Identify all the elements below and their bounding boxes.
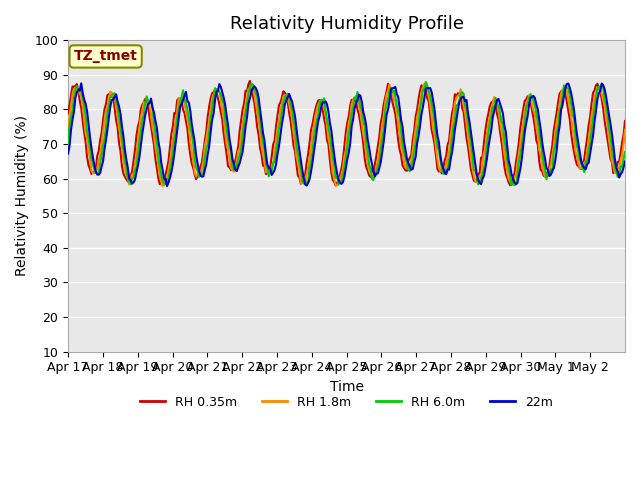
22m [354, 97, 362, 103]
Line: 22m: 22m [68, 84, 625, 186]
RH 1.8m [621, 127, 629, 132]
RH 0.35m [464, 144, 472, 149]
RH 1.8m [83, 135, 91, 141]
Title: Relativity Humidity Profile: Relativity Humidity Profile [230, 15, 463, 33]
RH 1.8m [620, 141, 627, 147]
22m [464, 110, 472, 116]
Text: TZ_tmet: TZ_tmet [74, 49, 138, 63]
RH 1.8m [352, 93, 360, 99]
RH 6.0m [508, 182, 515, 188]
RH 6.0m [620, 156, 627, 162]
Y-axis label: Relativity Humidity (%): Relativity Humidity (%) [15, 115, 29, 276]
22m [64, 151, 72, 156]
X-axis label: Time: Time [330, 380, 364, 394]
RH 6.0m [351, 95, 358, 100]
22m [620, 165, 627, 170]
RH 6.0m [83, 128, 91, 134]
RH 0.35m [246, 78, 253, 84]
RH 1.8m [547, 162, 555, 168]
Line: RH 6.0m: RH 6.0m [68, 82, 625, 185]
RH 0.35m [354, 107, 362, 113]
RH 1.8m [420, 81, 428, 86]
22m [621, 159, 629, 165]
RH 6.0m [64, 139, 72, 145]
RH 0.35m [100, 107, 108, 112]
22m [77, 81, 85, 86]
RH 0.35m [64, 110, 72, 116]
22m [163, 183, 171, 189]
22m [102, 137, 110, 143]
RH 6.0m [100, 136, 108, 142]
RH 0.35m [621, 118, 629, 124]
RH 0.35m [547, 152, 555, 157]
RH 0.35m [83, 154, 91, 160]
RH 1.8m [100, 118, 108, 124]
RH 6.0m [547, 167, 555, 172]
22m [84, 121, 92, 127]
RH 1.8m [464, 132, 472, 138]
RH 6.0m [621, 149, 629, 155]
Legend: RH 0.35m, RH 1.8m, RH 6.0m, 22m: RH 0.35m, RH 1.8m, RH 6.0m, 22m [135, 391, 558, 414]
RH 6.0m [422, 79, 429, 85]
RH 6.0m [463, 107, 470, 112]
RH 1.8m [159, 183, 166, 189]
Line: RH 0.35m: RH 0.35m [68, 81, 625, 186]
RH 0.35m [620, 132, 627, 138]
RH 0.35m [332, 183, 339, 189]
RH 1.8m [64, 126, 72, 132]
22m [547, 172, 555, 178]
Line: RH 1.8m: RH 1.8m [68, 84, 625, 186]
